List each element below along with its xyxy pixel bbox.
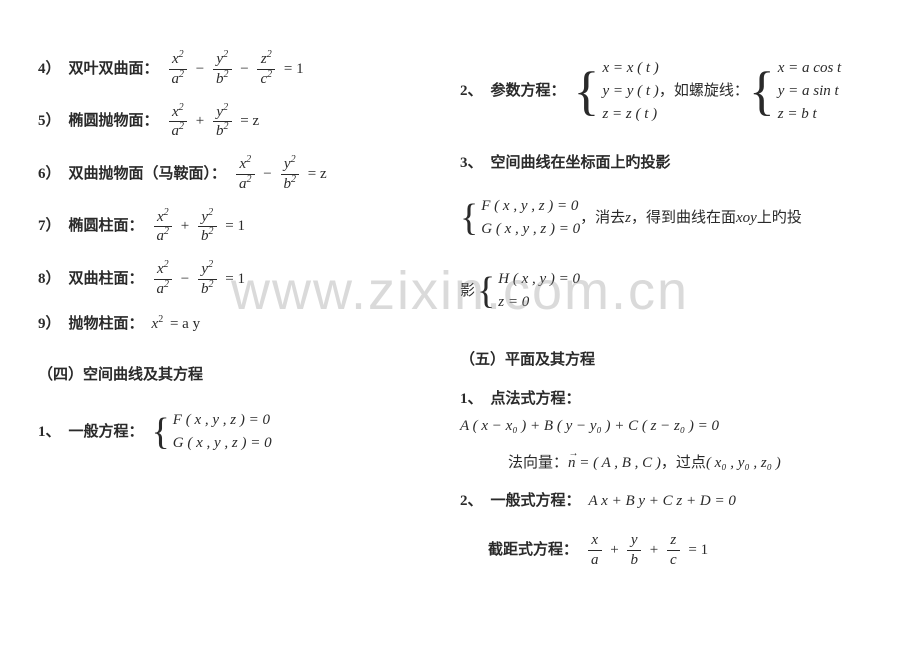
section-4-title: （四）空间曲线及其方程 (38, 364, 432, 387)
projection-title: 3、 空间曲线在坐标面上旳投影 (460, 152, 902, 175)
item-9-num: 9） (38, 313, 61, 336)
general-plane-formula: A x + B y + C z + D = 0 (589, 490, 736, 513)
intercept: 截距式方程： xa + yb + zc = 1 (460, 531, 902, 570)
point-normal-formula-row: A ( x − x₀ ) + B ( y − y₀ ) + C ( z − z₀… (460, 415, 902, 438)
item-5-num: 5） (38, 110, 61, 133)
general-plane: 2、 一般式方程： A x + B y + C z + D = 0 (460, 490, 902, 513)
point-normal-label: 点法式方程： (491, 388, 581, 411)
item-4-num: 4） (38, 58, 61, 81)
item-5: 5） 椭圆抛物面： x2a2 + y2b2 = z (38, 103, 432, 142)
general-eq-system: { F ( x , y , z ) = 0 G ( x , y , z ) = … (152, 403, 272, 462)
item-9-label: 抛物柱面： (69, 313, 144, 336)
item-7-label: 椭圆柱面： (69, 215, 144, 238)
proj-line2-pre: 影 (460, 280, 475, 303)
general-plane-label: 一般式方程： (491, 490, 581, 513)
section-5-title: （五）平面及其方程 (460, 349, 902, 372)
item-7-formula: x2a2 + y2b2 = 1 (152, 208, 248, 247)
param-eq-label: 参数方程： (491, 80, 566, 103)
item-8-label: 双曲柱面： (69, 268, 144, 291)
item-6-formula: x2a2 − y2b2 = z (234, 155, 330, 194)
proj-text-2: ，得到曲线在面 (631, 207, 736, 230)
item-6: 6） 双曲抛物面（马鞍面）： x2a2 − y2b2 = z (38, 155, 432, 194)
page: 4） 双叶双曲面： x2a2 − y2b2 − z2c2 = 1 5） 椭圆抛物… (0, 0, 920, 651)
normal-pt: ( x₀ , y₀ , z₀ ) (706, 452, 781, 475)
projection-line2: 影 { H ( x , y ) = 0 z = 0 (460, 262, 902, 321)
general-plane-num: 2、 (460, 490, 483, 513)
item-8: 8） 双曲柱面： x2a2 − y2b2 = 1 (38, 260, 432, 299)
projection-sys2: { H ( x , y ) = 0 z = 0 (477, 262, 580, 321)
general-eq-label: 一般方程： (69, 421, 144, 444)
left-column: 4） 双叶双曲面： x2a2 − y2b2 − z2c2 = 1 5） 椭圆抛物… (0, 0, 450, 651)
item-8-formula: x2a2 − y2b2 = 1 (152, 260, 248, 299)
point-normal: 1、 点法式方程： (460, 388, 902, 411)
projection-sys1: { F ( x , y , z ) = 0 G ( x , y , z ) = … (460, 189, 580, 248)
projection-num: 3、 (460, 152, 483, 175)
item-9: 9） 抛物柱面： x2 = a y (38, 313, 432, 336)
projection-label: 空间曲线在坐标面上旳投影 (491, 152, 671, 175)
item-7-num: 7） (38, 215, 61, 238)
param-eq-num: 2、 (460, 80, 483, 103)
normal-pt-label: ，过点 (661, 452, 706, 475)
item-5-label: 椭圆抛物面： (69, 110, 159, 133)
param-eq-system: { x = x ( t ) y = y ( t ) z = z ( t ) (574, 50, 659, 134)
item-5-formula: x2a2 + y2b2 = z (167, 103, 263, 142)
proj-xoy: xoy (736, 207, 757, 230)
normal-vector: 法向量： n = ( A , B , C ) ，过点 ( x₀ , y₀ , z… (460, 452, 902, 475)
general-eq: 1、 一般方程： { F ( x , y , z ) = 0 G ( x , y… (38, 403, 432, 462)
item-4-formula: x2a2 − y2b2 − z2c2 = 1 (167, 50, 307, 89)
item-7: 7） 椭圆柱面： x2a2 + y2b2 = 1 (38, 208, 432, 247)
helix-system: { x = a cos t y = a sin t z = b t (749, 50, 841, 134)
intercept-formula: xa + yb + zc = 1 (586, 531, 711, 570)
general-eq-num: 1、 (38, 421, 61, 444)
item-4: 4） 双叶双曲面： x2a2 − y2b2 − z2c2 = 1 (38, 50, 432, 89)
helix-label: ，如螺旋线： (659, 80, 749, 103)
item-6-num: 6） (38, 163, 61, 186)
param-eq: 2、 参数方程： { x = x ( t ) y = y ( t ) z = z… (460, 50, 902, 134)
item-6-label: 双曲抛物面（马鞍面）： (69, 163, 227, 186)
item-8-num: 8） (38, 268, 61, 291)
proj-text-3: 上旳投 (757, 207, 802, 230)
point-normal-num: 1、 (460, 388, 483, 411)
normal-vec: n = ( A , B , C ) (568, 452, 661, 475)
item-4-label: 双叶双曲面： (69, 58, 159, 81)
projection-line1: { F ( x , y , z ) = 0 G ( x , y , z ) = … (460, 189, 902, 248)
point-normal-formula: A ( x − x₀ ) + B ( y − y₀ ) + C ( z − z₀… (460, 415, 719, 438)
normal-label: 法向量： (508, 452, 568, 475)
intercept-label: 截距式方程： (488, 539, 578, 562)
right-column: 2、 参数方程： { x = x ( t ) y = y ( t ) z = z… (450, 0, 920, 651)
proj-text-1: ，消去 (580, 207, 625, 230)
item-9-formula: x2 = a y (152, 313, 204, 336)
